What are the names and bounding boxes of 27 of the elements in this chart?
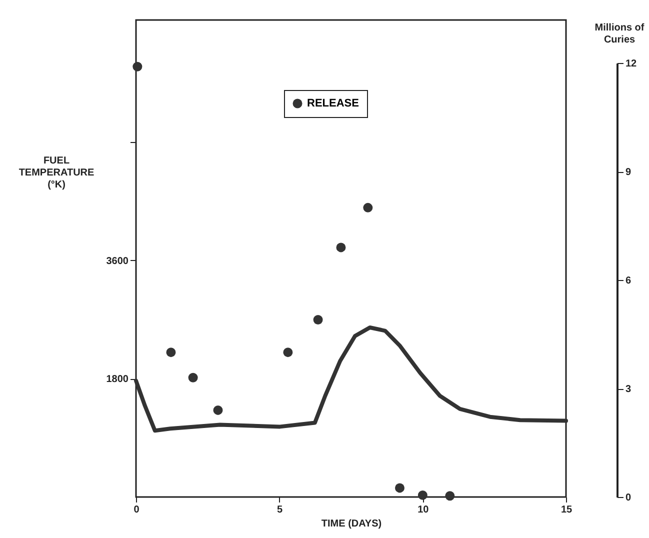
point [132, 62, 142, 72]
y2-tick-label: 3 [626, 384, 632, 395]
point [213, 405, 223, 415]
y2-tick-label: 9 [626, 167, 632, 178]
point [336, 242, 346, 252]
x-tick-label: 15 [560, 504, 572, 516]
line-series [134, 325, 568, 433]
y2-tick-label: 6 [626, 276, 632, 286]
x-tick-label: 0 [134, 504, 140, 516]
y2-tick-label: 12 [626, 58, 638, 70]
y2-axis-title: Millions of Curies [594, 22, 645, 46]
point [166, 348, 176, 358]
point [418, 490, 428, 500]
y-tick-label: 1800 [106, 374, 129, 386]
x-tick-label: 10 [418, 504, 430, 516]
legend-label: RELEASE [307, 98, 359, 110]
point [445, 491, 455, 501]
y-tick-label: 3600 [106, 256, 129, 267]
point [188, 372, 198, 382]
y-axis-title: FUEL TEMPERATURE (°K) [18, 156, 95, 190]
point [283, 348, 293, 358]
point [313, 315, 323, 325]
x-axis-title: TIME (DAYS) [321, 518, 382, 530]
point [394, 483, 404, 493]
point [363, 202, 373, 212]
x-tick-label: 5 [277, 504, 284, 516]
y2-tick-label: 0 [626, 492, 632, 504]
